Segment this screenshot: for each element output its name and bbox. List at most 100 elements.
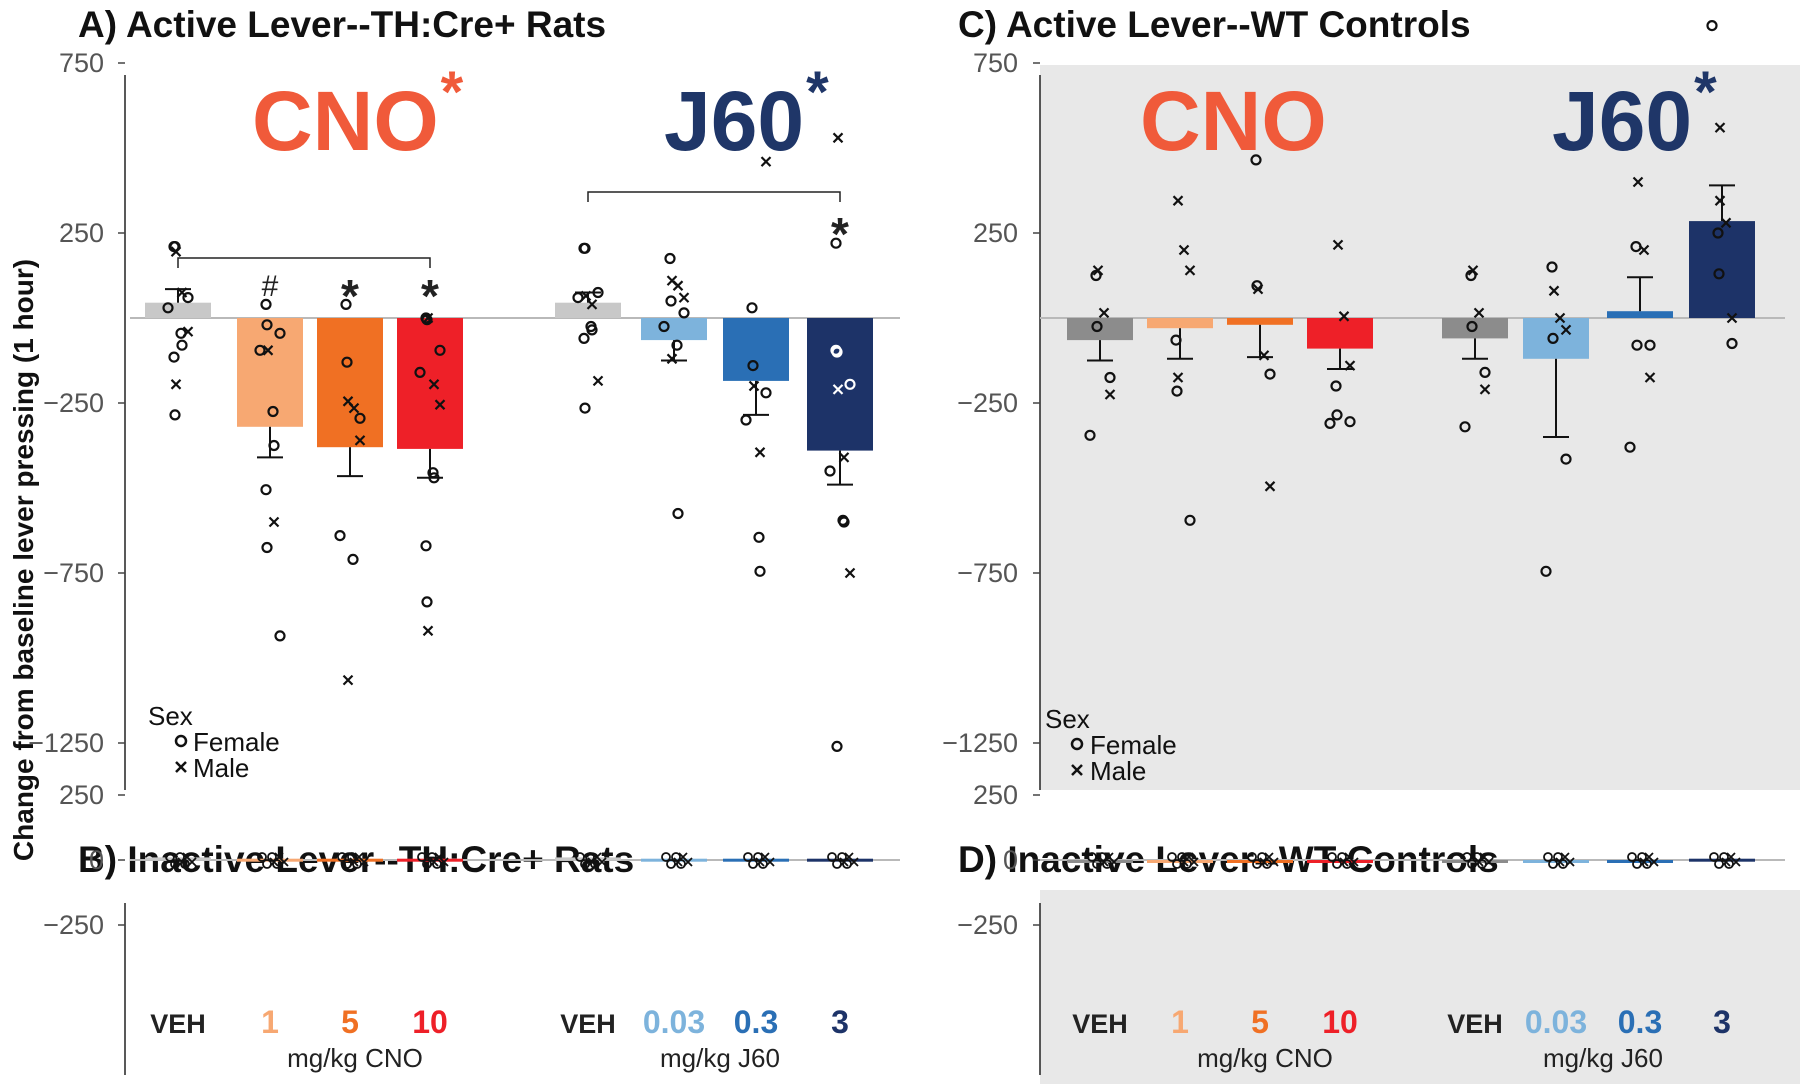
point-female-a-7-1	[831, 346, 843, 358]
cno-label-c-text: CNO	[1140, 74, 1327, 168]
point-male-a-1-0	[262, 345, 274, 356]
dose-label-d-3: 10	[1322, 1004, 1358, 1040]
bar-c-1	[1147, 318, 1213, 329]
y-tick-label-c-3: −750	[957, 558, 1018, 588]
point-male-a-0-2	[182, 326, 194, 337]
point-female-c-1-0	[1170, 334, 1182, 346]
point-female-a-7-7	[831, 740, 843, 753]
dose-label-b-1: 1	[261, 1004, 279, 1040]
point-female-b-1-0	[257, 852, 267, 862]
j60-label-a-star: *	[806, 60, 829, 125]
dose-label-b-2: 5	[341, 1004, 359, 1040]
y-tick-label-c-4: −1250	[942, 728, 1018, 758]
dose-label-b-7: 3	[831, 1004, 849, 1040]
point-male-b-4-2	[597, 857, 607, 867]
point-female-c-7-3	[1706, 20, 1718, 32]
point-male-d-2-2	[1269, 857, 1279, 867]
point-male-a-2-3	[342, 674, 354, 686]
point-male-b-0-2	[187, 857, 197, 867]
bar-a-2	[317, 318, 383, 448]
point-male-c-1-1	[1178, 244, 1190, 256]
point-female-a-7-3	[824, 465, 836, 477]
point-female-c-7-2	[1726, 337, 1738, 350]
panel-c-background	[1040, 65, 1800, 790]
point-male-c-5-1	[1554, 312, 1566, 324]
point-female-a-7-2	[844, 378, 856, 390]
y-tick-label-a-4: −1250	[28, 728, 104, 758]
legend-c-title: Sex	[1045, 704, 1090, 734]
point-female-c-2-0	[1250, 154, 1262, 166]
legend-c-male-marker	[1071, 764, 1083, 776]
cno-label-a-text: CNO	[252, 74, 439, 168]
legend-a-female-marker	[174, 734, 188, 748]
point-female-a-5-1	[665, 295, 677, 307]
point-male-c-6-2	[1644, 372, 1656, 383]
point-female-b-2-0	[337, 852, 347, 862]
bar-a-0	[145, 302, 211, 318]
point-female-a-4-6	[578, 332, 590, 344]
point-female-a-3-6	[420, 540, 432, 552]
point-male-b-3-2	[439, 857, 449, 867]
point-male-c-2-0	[1252, 283, 1264, 295]
point-female-b-0-0	[165, 852, 175, 862]
point-male-b-6-2	[765, 857, 775, 867]
y-tick-label-c-1: 250	[973, 218, 1018, 248]
point-female-c-0-3	[1084, 429, 1096, 441]
y-tick-label-a-3: −750	[43, 558, 104, 588]
point-female-a-4-3	[572, 292, 584, 304]
y-axis-label: Change from baseline lever pressing (1 h…	[8, 259, 39, 861]
point-male-c-7-1	[1720, 217, 1732, 229]
point-female-a-6-2	[760, 387, 772, 399]
point-female-a-4-7	[579, 402, 591, 414]
point-female-b-6-0	[743, 852, 753, 862]
point-female-a-0-6	[168, 351, 180, 363]
bar-c-3	[1307, 318, 1373, 349]
bar-a-7	[807, 318, 873, 451]
point-female-c-6-2	[1644, 339, 1656, 351]
star-marker-a-7: *	[831, 208, 849, 260]
y-tick-label-d-2: −250	[957, 910, 1018, 940]
point-male-c-3-1	[1338, 311, 1350, 322]
legend-a: Sex Female Male	[148, 701, 280, 783]
point-female-a-5-2	[678, 307, 690, 319]
legend-c: Sex Female Male	[1045, 704, 1177, 786]
point-female-c-3-0	[1330, 380, 1342, 392]
point-male-c-6-0	[1632, 176, 1644, 188]
point-female-a-7-5	[838, 516, 850, 528]
y-tick-label-c-2: −250	[957, 388, 1018, 418]
point-male-c-5-2	[1560, 324, 1572, 336]
point-male-a-5-3	[666, 353, 678, 365]
y-tick-label-b-1: 0	[89, 845, 104, 875]
y-tick-label-c-0: 750	[973, 48, 1018, 78]
point-female-d-5-0	[1543, 852, 1553, 862]
hash-marker-a-1: #	[262, 270, 279, 303]
legend-a-male: Male	[193, 753, 249, 783]
bracket-a-0	[177, 257, 431, 268]
point-female-d-7-0	[1709, 852, 1719, 862]
j60-label-c-star: *	[1694, 60, 1717, 125]
point-male-d-0-2	[1109, 857, 1119, 867]
panel-a-title: A) Active Lever--TH:Cre+ Rats	[78, 4, 606, 45]
legend-a-title: Sex	[148, 701, 193, 731]
j60-label-a: J60*	[664, 60, 829, 168]
point-male-a-3-1	[428, 379, 440, 390]
bar-c-2	[1227, 318, 1293, 325]
point-female-d-3-0	[1327, 852, 1337, 862]
point-female-c-3-1	[1331, 409, 1343, 421]
point-male-c-0-2	[1104, 389, 1116, 400]
point-female-c-4-2	[1479, 366, 1491, 378]
point-female-a-6-1	[747, 360, 759, 372]
point-female-b-5-0	[661, 852, 671, 862]
y-tick-label-a-0: 750	[59, 48, 104, 78]
point-female-a-2-0	[340, 298, 352, 310]
point-male-a-3-2	[434, 399, 446, 410]
point-male-c-3-0	[1332, 239, 1344, 251]
cno-label-a: CNO*	[252, 60, 464, 168]
point-male-a-7-3	[832, 132, 844, 144]
point-female-b-7-0	[827, 852, 837, 862]
point-female-a-1-7	[261, 541, 273, 554]
point-female-a-4-5	[586, 324, 598, 336]
point-female-d-1-0	[1167, 852, 1177, 862]
point-male-c-7-3	[1714, 122, 1726, 133]
